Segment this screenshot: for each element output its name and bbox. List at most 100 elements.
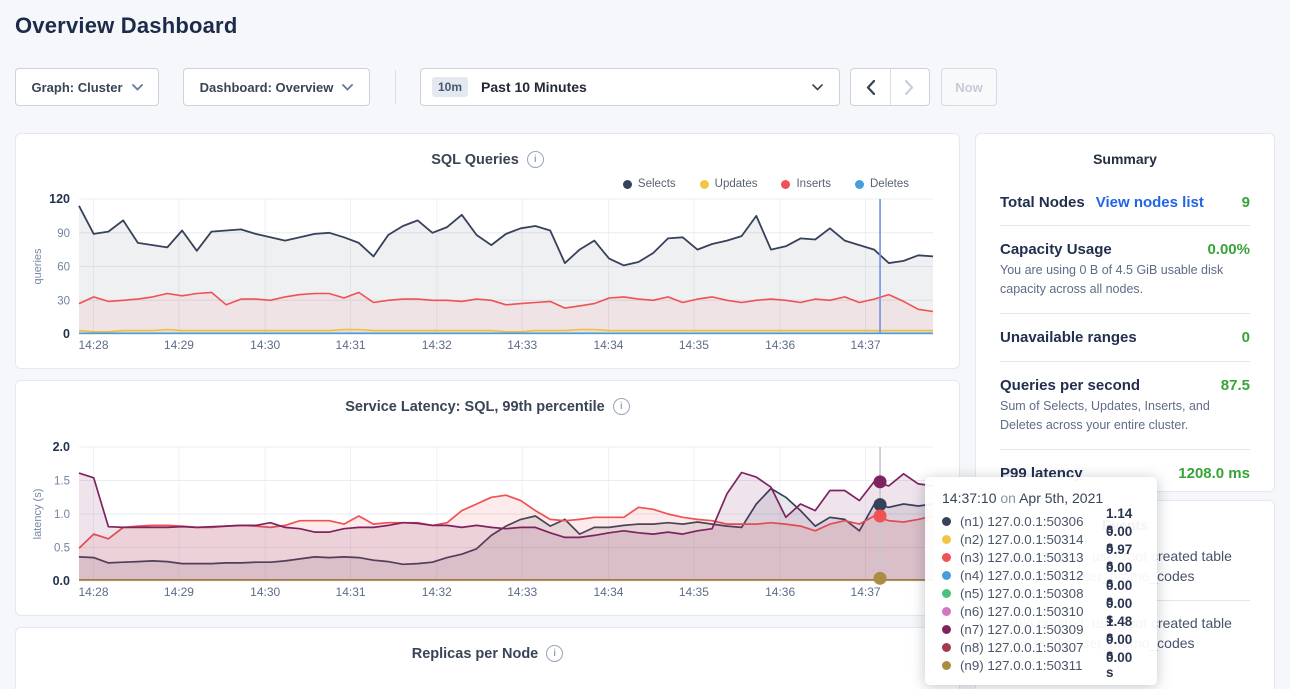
unavailable-ranges-value: 0 — [1242, 329, 1250, 346]
node-color-dot-icon — [942, 589, 951, 598]
graph-dropdown[interactable]: Graph: Cluster — [15, 68, 159, 106]
svg-text:1.5: 1.5 — [54, 476, 70, 488]
chevron-down-icon — [342, 84, 353, 91]
node-latency-value: 0.00 s — [1106, 650, 1143, 680]
page-title: Overview Dashboard — [15, 13, 237, 39]
sql-queries-chart-card: SQL Queries i SelectsUpdatesInsertsDelet… — [15, 133, 960, 369]
svg-text:14:29: 14:29 — [164, 338, 194, 352]
info-icon[interactable]: i — [546, 645, 563, 662]
svg-text:14:35: 14:35 — [679, 338, 709, 352]
node-color-dot-icon — [942, 643, 951, 652]
summary-row-capacity: Capacity Usage 0.00% — [1000, 241, 1250, 258]
node-address: (n4) 127.0.0.1:50312 — [960, 568, 1106, 583]
svg-text:14:33: 14:33 — [507, 338, 537, 352]
dashboard-dropdown-label: Dashboard: Overview — [200, 80, 334, 95]
svg-text:0.5: 0.5 — [54, 543, 70, 555]
capacity-usage-value: 0.00% — [1207, 241, 1250, 258]
view-nodes-list-link[interactable]: View nodes list — [1096, 194, 1204, 211]
service-latency-chart-card: Service Latency: SQL, 99th percentile i … — [15, 380, 960, 616]
chart-tooltip: 14:37:10 on Apr 5th, 2021 (n1) 127.0.0.1… — [925, 477, 1157, 685]
total-nodes-value: 9 — [1242, 194, 1250, 211]
svg-text:14:28: 14:28 — [79, 585, 109, 599]
divider — [1000, 449, 1250, 450]
svg-text:14:31: 14:31 — [336, 338, 366, 352]
node-color-dot-icon — [942, 625, 951, 634]
svg-text:14:28: 14:28 — [79, 338, 109, 352]
node-color-dot-icon — [942, 571, 951, 580]
overview-dashboard-page: Overview Dashboard Graph: Cluster Dashbo… — [0, 0, 1290, 689]
qps-description: Sum of Selects, Updates, Inserts, and De… — [1000, 397, 1250, 436]
node-address: (n5) 127.0.0.1:50308 — [960, 586, 1106, 601]
node-address: (n1) 127.0.0.1:50306 — [960, 514, 1106, 529]
toolbar-divider — [395, 70, 396, 104]
svg-text:30: 30 — [57, 295, 70, 307]
now-button[interactable]: Now — [941, 68, 997, 106]
divider — [1000, 225, 1250, 226]
svg-text:14:37: 14:37 — [851, 585, 881, 599]
svg-text:14:37: 14:37 — [851, 338, 881, 352]
svg-text:120: 120 — [49, 192, 70, 206]
svg-text:14:32: 14:32 — [422, 338, 452, 352]
node-color-dot-icon — [942, 517, 951, 526]
svg-text:14:31: 14:31 — [336, 585, 366, 599]
chevron-down-icon — [812, 84, 823, 91]
node-address: (n9) 127.0.0.1:50311 — [960, 658, 1106, 673]
node-address: (n8) 127.0.0.1:50307 — [960, 640, 1106, 655]
svg-text:0: 0 — [63, 327, 70, 341]
summary-row-unavailable: Unavailable ranges 0 — [1000, 329, 1250, 346]
svg-text:14:36: 14:36 — [765, 585, 795, 599]
node-address: (n3) 127.0.0.1:50313 — [960, 550, 1106, 565]
svg-text:latency (s): latency (s) — [32, 489, 44, 540]
capacity-usage-label: Capacity Usage — [1000, 241, 1112, 258]
sql-queries-plot[interactable]: 14:28 14:29 14:30 14:31 14:32 14:33 14:34 14:35… — [16, 134, 961, 370]
svg-text:14:32: 14:32 — [422, 585, 452, 599]
unavailable-ranges-label: Unavailable ranges — [1000, 329, 1137, 346]
p99-latency-value: 1208.0 ms — [1178, 465, 1250, 482]
chevron-left-icon — [866, 80, 875, 95]
svg-text:14:30: 14:30 — [250, 585, 280, 599]
node-color-dot-icon — [942, 553, 951, 562]
svg-text:14:35: 14:35 — [679, 585, 709, 599]
svg-text:90: 90 — [57, 228, 70, 240]
replicas-per-node-chart-card: Replicas per Node i — [15, 627, 960, 689]
qps-label: Queries per second — [1000, 377, 1140, 394]
time-back-button[interactable] — [851, 69, 890, 105]
svg-text:14:29: 14:29 — [164, 585, 194, 599]
svg-text:14:30: 14:30 — [250, 338, 280, 352]
svg-text:1.0: 1.0 — [54, 509, 70, 521]
node-address: (n6) 127.0.0.1:50310 — [960, 604, 1106, 619]
time-range-badge: 10m — [432, 77, 468, 97]
divider — [1000, 313, 1250, 314]
svg-text:2.0: 2.0 — [53, 440, 70, 454]
time-range-selector[interactable]: 10m Past 10 Minutes — [420, 68, 840, 106]
node-color-dot-icon — [942, 607, 951, 616]
capacity-usage-description: You are using 0 B of 4.5 GiB usable disk… — [1000, 261, 1250, 300]
svg-text:queries: queries — [32, 248, 44, 285]
chevron-right-icon — [905, 80, 914, 95]
tooltip-timestamp: 14:37:10 on Apr 5th, 2021 — [942, 490, 1143, 506]
time-step-buttons — [850, 68, 930, 106]
chevron-down-icon — [132, 84, 143, 91]
qps-value: 87.5 — [1221, 377, 1250, 394]
node-color-dot-icon — [942, 535, 951, 544]
service-latency-plot[interactable]: 14:2814:2914:3014:3114:3214:3314:3414:35… — [16, 381, 961, 617]
time-range-label: Past 10 Minutes — [481, 79, 587, 95]
svg-text:14:36: 14:36 — [765, 338, 795, 352]
tooltip-node-row: (n9) 127.0.0.1:503110.00 s — [942, 656, 1143, 674]
svg-text:14:34: 14:34 — [593, 338, 623, 352]
svg-text:0.0: 0.0 — [53, 574, 70, 588]
total-nodes-label: Total Nodes — [1000, 194, 1085, 211]
dashboard-dropdown[interactable]: Dashboard: Overview — [183, 68, 370, 106]
svg-text:60: 60 — [57, 262, 70, 274]
time-forward-button[interactable] — [890, 69, 930, 105]
node-color-dot-icon — [942, 661, 951, 670]
summary-title: Summary — [1000, 151, 1250, 167]
chart-title: Replicas per Node — [412, 646, 539, 662]
node-address: (n2) 127.0.0.1:50314 — [960, 532, 1106, 547]
summary-row-qps: Queries per second 87.5 — [1000, 377, 1250, 394]
svg-text:14:34: 14:34 — [593, 585, 623, 599]
graph-dropdown-label: Graph: Cluster — [31, 80, 122, 95]
node-address: (n7) 127.0.0.1:50309 — [960, 622, 1106, 637]
summary-panel: Summary Total Nodes View nodes list 9 Ca… — [975, 133, 1275, 492]
divider — [1000, 361, 1250, 362]
